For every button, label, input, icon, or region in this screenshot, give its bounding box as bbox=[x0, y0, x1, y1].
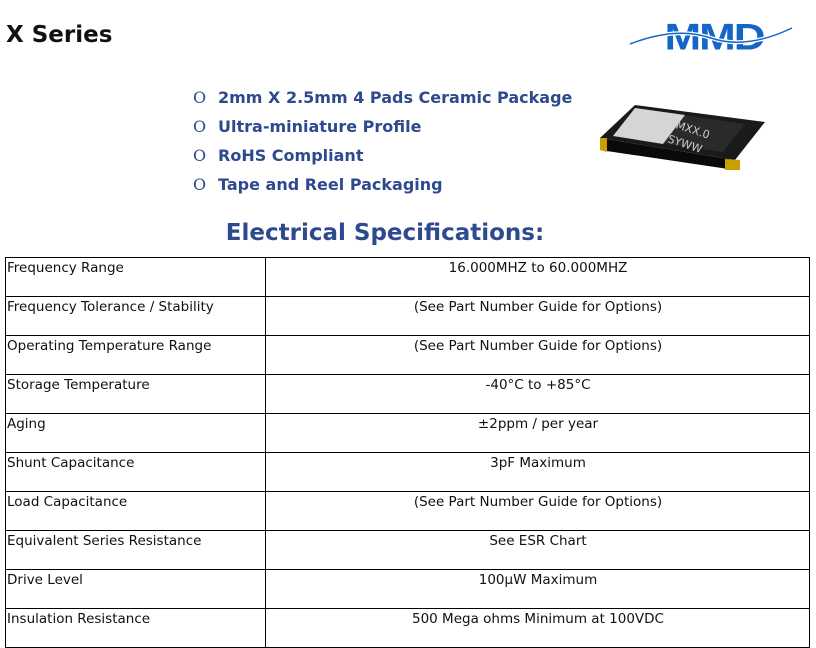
spec-label: Operating Temperature Range bbox=[5, 335, 266, 375]
bullet-icon: O bbox=[193, 175, 207, 194]
feature-list: O 2mm X 2.5mm 4 Pads Ceramic Package O Ult… bbox=[193, 83, 572, 199]
table-row: Load Capacitance (See Part Number Guide f… bbox=[5, 491, 810, 531]
bullet-icon: O bbox=[193, 88, 207, 107]
spec-value: -40°C to +85°C bbox=[265, 374, 810, 414]
table-row: Frequency Range 16.000MHZ to 60.000MHZ bbox=[5, 257, 810, 297]
spec-value: (See Part Number Guide for Options) bbox=[265, 296, 810, 336]
spec-label: Frequency Tolerance / Stability bbox=[5, 296, 266, 336]
mmd-logo: MMD bbox=[629, 16, 793, 56]
feature-item: O Tape and Reel Packaging bbox=[193, 170, 572, 199]
spec-value: 500 Mega ohms Minimum at 100VDC bbox=[265, 608, 810, 648]
spec-value: (See Part Number Guide for Options) bbox=[265, 335, 810, 375]
feature-text: Tape and Reel Packaging bbox=[218, 175, 443, 194]
spec-value: ±2ppm / per year bbox=[265, 413, 810, 453]
specs-table: Frequency Range 16.000MHZ to 60.000MHZ Fre… bbox=[5, 257, 810, 648]
table-row: Equivalent Series Resistance See ESR Char… bbox=[5, 530, 810, 570]
svg-text:MMD: MMD bbox=[664, 16, 763, 56]
page-title: X Series bbox=[6, 22, 113, 48]
spec-label: Aging bbox=[5, 413, 266, 453]
spec-label: Storage Temperature bbox=[5, 374, 266, 414]
spec-value: See ESR Chart bbox=[265, 530, 810, 570]
spec-label: Shunt Capacitance bbox=[5, 452, 266, 492]
spec-label: Frequency Range bbox=[5, 257, 266, 297]
table-row: Frequency Tolerance / Stability (See Part… bbox=[5, 296, 810, 336]
table-row: Drive Level 100µW Maximum bbox=[5, 569, 810, 609]
feature-text: RoHS Compliant bbox=[218, 146, 364, 165]
bullet-icon: O bbox=[193, 117, 207, 136]
spec-label: Drive Level bbox=[5, 569, 266, 609]
feature-text: 2mm X 2.5mm 4 Pads Ceramic Package bbox=[218, 88, 573, 107]
spec-value: 3pF Maximum bbox=[265, 452, 810, 492]
bullet-icon: O bbox=[193, 146, 207, 165]
crystal-package-image: MXX.0 SYWW bbox=[600, 105, 765, 170]
section-heading: Electrical Specifications: bbox=[225, 220, 545, 246]
table-row: Shunt Capacitance 3pF Maximum bbox=[5, 452, 810, 492]
spec-value: 16.000MHZ to 60.000MHZ bbox=[265, 257, 810, 297]
spec-label: Equivalent Series Resistance bbox=[5, 530, 266, 570]
table-row: Operating Temperature Range (See Part Num… bbox=[5, 335, 810, 375]
feature-item: O RoHS Compliant bbox=[193, 141, 572, 170]
feature-text: Ultra-miniature Profile bbox=[218, 117, 422, 136]
spec-label: Load Capacitance bbox=[5, 491, 266, 531]
spec-value: (See Part Number Guide for Options) bbox=[265, 491, 810, 531]
table-row: Storage Temperature -40°C to +85°C bbox=[5, 374, 810, 414]
feature-item: O 2mm X 2.5mm 4 Pads Ceramic Package bbox=[193, 83, 572, 112]
spec-label: Insulation Resistance bbox=[5, 608, 266, 648]
feature-item: O Ultra-miniature Profile bbox=[193, 112, 572, 141]
spec-value: 100µW Maximum bbox=[265, 569, 810, 609]
table-row: Aging ±2ppm / per year bbox=[5, 413, 810, 453]
table-row: Insulation Resistance 500 Mega ohms Minim… bbox=[5, 608, 810, 648]
